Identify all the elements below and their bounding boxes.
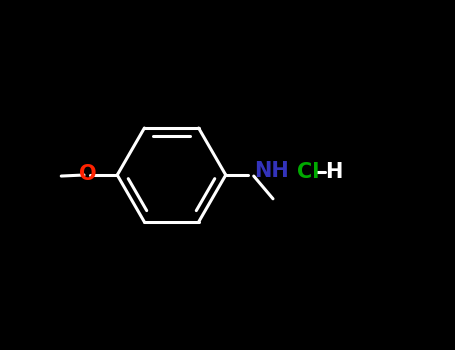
Text: H: H: [325, 162, 343, 182]
Text: O: O: [79, 164, 96, 184]
Text: Cl: Cl: [298, 162, 320, 182]
Text: NH: NH: [254, 161, 288, 181]
